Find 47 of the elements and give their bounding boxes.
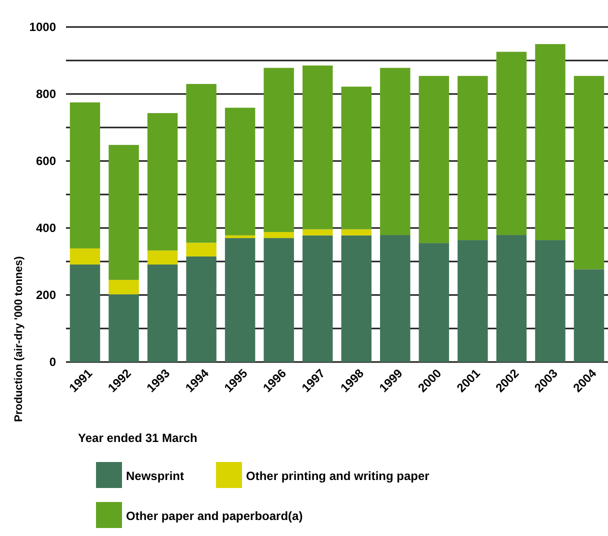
y-tick-label: 600 xyxy=(36,154,56,168)
bar xyxy=(224,238,256,362)
bar xyxy=(186,242,216,256)
y-tick-label: 1000 xyxy=(29,20,56,34)
bar xyxy=(574,76,604,270)
bar xyxy=(224,108,256,236)
bar xyxy=(224,235,256,238)
bar xyxy=(70,248,100,265)
y-tick-label: 200 xyxy=(36,288,56,302)
bar xyxy=(535,240,566,362)
bar xyxy=(496,235,527,362)
bar xyxy=(108,294,139,362)
bar xyxy=(380,68,410,236)
bar xyxy=(496,52,527,236)
y-tick-label: 0 xyxy=(49,355,56,369)
x-axis-title: Year ended 31 March xyxy=(78,431,198,445)
bar xyxy=(264,232,294,238)
bar xyxy=(264,238,294,362)
bar xyxy=(147,250,178,265)
bar xyxy=(147,113,178,250)
bar xyxy=(418,76,450,244)
bar xyxy=(186,84,216,243)
bar xyxy=(108,144,139,280)
bar xyxy=(108,280,139,294)
legend-label: Other paper and paperboard(a) xyxy=(126,509,303,523)
bar xyxy=(302,66,333,230)
y-tick-label: 800 xyxy=(36,87,56,101)
bar xyxy=(302,229,333,236)
bar xyxy=(380,235,410,362)
bar xyxy=(458,76,488,240)
bar xyxy=(574,269,604,362)
y-tick-label: 400 xyxy=(36,221,56,235)
bar xyxy=(302,235,333,362)
legend-label: Newsprint xyxy=(126,469,184,483)
legend-label: Other printing and writing paper xyxy=(246,469,430,483)
bar xyxy=(341,229,372,236)
bar xyxy=(458,240,488,362)
bar xyxy=(70,264,100,362)
bar xyxy=(264,68,294,232)
bar xyxy=(147,264,178,362)
bar xyxy=(535,44,566,240)
bar xyxy=(186,256,216,362)
bar xyxy=(70,102,100,248)
bar xyxy=(341,86,372,230)
y-axis-title: Production (air-dry '000 tonnes) xyxy=(13,256,25,422)
bar xyxy=(418,243,450,362)
bar xyxy=(341,235,372,362)
